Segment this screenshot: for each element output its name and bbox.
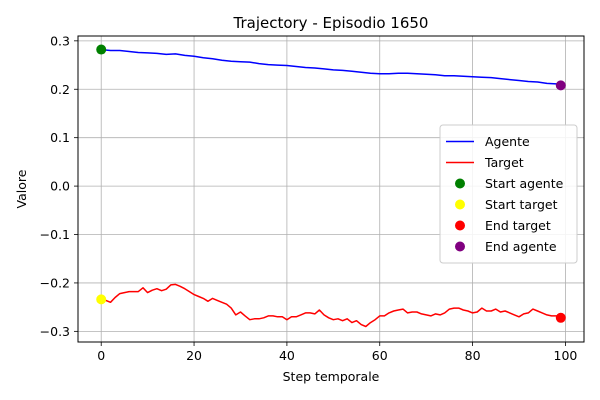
marker-end-agente <box>555 80 566 91</box>
markers <box>96 44 566 323</box>
x-tick-label: 40 <box>279 348 295 363</box>
legend-swatch-end-target <box>455 220 465 231</box>
legend-label: End agente <box>485 239 557 254</box>
y-tick-label: 0.1 <box>50 130 70 145</box>
y-tick-label: −0.2 <box>40 275 70 290</box>
axis-ticks: 0 20 40 60 80 100 −0.3 −0.2 −0.1 0.0 0.1 0.2 0.3 <box>40 33 578 363</box>
legend-label: Agente <box>485 134 530 149</box>
y-tick-label: −0.3 <box>40 324 70 339</box>
series-line-target <box>101 283 561 328</box>
legend-swatch-end-agente <box>455 241 465 252</box>
x-tick-label: 0 <box>97 348 105 363</box>
legend-swatch-start-agente <box>455 178 465 189</box>
y-tick-label: 0.0 <box>50 179 70 194</box>
x-tick-label: 20 <box>186 348 202 363</box>
y-tick-label: 0.3 <box>50 33 70 48</box>
x-tick-label: 80 <box>465 348 481 363</box>
series-lines <box>101 48 561 328</box>
y-axis-title: Valore <box>14 169 29 208</box>
legend: Agente Target Start agente Start target End … <box>439 124 578 264</box>
legend-swatch-start-target <box>455 199 465 210</box>
legend-label: Target <box>484 155 524 170</box>
chart-title: Trajectory - Episodio 1650 <box>233 14 429 32</box>
legend-label: Start agente <box>485 176 564 191</box>
y-tick-label: 0.2 <box>50 82 70 97</box>
marker-start-target <box>96 294 107 305</box>
legend-box <box>439 124 578 264</box>
marker-start-agente <box>96 44 107 55</box>
legend-label: End target <box>485 218 551 233</box>
x-tick-label: 60 <box>372 348 388 363</box>
legend-label: Start target <box>485 197 558 212</box>
y-tick-label: −0.1 <box>40 227 70 242</box>
marker-end-target <box>555 312 566 323</box>
plot-frame <box>77 35 585 343</box>
x-axis-title: Step temporale <box>283 369 380 384</box>
series-line-agente <box>101 48 561 86</box>
x-tick-label: 100 <box>554 348 578 363</box>
